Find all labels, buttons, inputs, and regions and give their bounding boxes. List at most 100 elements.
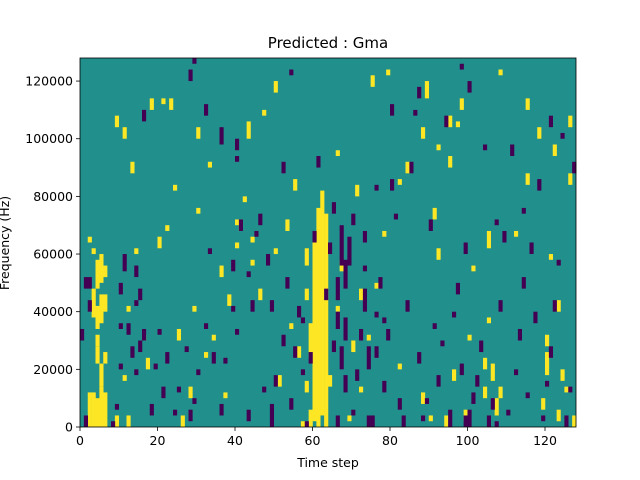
heatmap-cell-low — [386, 328, 391, 341]
heatmap-cell-low — [475, 375, 480, 387]
heatmap-cell-high — [304, 288, 309, 301]
heatmap-cell-low — [293, 346, 298, 358]
heatmap-cell-high — [541, 398, 546, 410]
heatmap-cell-high — [397, 363, 402, 370]
heatmap-cell-low — [339, 225, 344, 266]
heatmap-cell-low — [494, 421, 499, 427]
heatmap-cell-low — [231, 259, 236, 272]
heatmap-cell-low — [560, 132, 565, 139]
heatmap-cell-low — [467, 81, 472, 93]
heatmap-cell-low — [413, 109, 418, 116]
heatmap-cell-low — [281, 334, 286, 347]
heatmap-cell-high — [448, 115, 453, 128]
heatmap-cell-low — [510, 144, 515, 157]
heatmap-cell-high — [483, 386, 488, 399]
heatmap-cell-low — [138, 288, 143, 301]
heatmap-cell-low — [409, 161, 414, 174]
heatmap-cell-high — [448, 156, 453, 168]
heatmap-cell-low — [188, 69, 193, 82]
heatmap-cell-high — [386, 69, 391, 76]
heatmap-cell-low — [281, 161, 286, 174]
heatmap-cell-low — [343, 259, 348, 289]
heatmap-cell-low — [331, 202, 337, 214]
heatmap-cell-low — [548, 115, 554, 128]
heatmap-cell-low — [335, 277, 340, 301]
heatmap-cell-high — [452, 369, 457, 381]
x-axis-label: Time step — [296, 455, 359, 470]
heatmap-cell-high — [424, 81, 430, 99]
heatmap-cell-low — [405, 300, 410, 312]
heatmap-cell-low — [370, 415, 375, 427]
heatmap-cell-low — [486, 415, 492, 427]
heatmap-cell-high — [91, 392, 96, 427]
heatmap-cell-high — [370, 75, 375, 87]
heatmap-cell-low — [196, 369, 201, 376]
heatmap-cell-low — [502, 230, 507, 243]
heatmap-cell-low — [111, 421, 116, 427]
heatmap-cell-low — [335, 311, 340, 329]
heatmap-cell-high — [277, 375, 282, 387]
heatmap-cell-low — [297, 305, 302, 318]
heatmap-cell-low — [362, 265, 368, 272]
heatmap-cell-low — [165, 352, 170, 364]
heatmap-cell-low — [176, 386, 182, 393]
heatmap-cell-low — [417, 86, 422, 99]
heatmap-cell-low — [424, 398, 430, 404]
heatmap-cell-high — [207, 161, 213, 168]
heatmap-cell-high — [99, 294, 104, 324]
heatmap-cell-high — [91, 288, 96, 318]
heatmap-cell-high — [463, 409, 468, 422]
heatmap-cell-low — [134, 265, 139, 278]
heatmap-cell-high — [525, 98, 530, 110]
heatmap-cell-high — [355, 184, 360, 197]
y-tick-label: 40000 — [33, 304, 73, 319]
heatmap-cell-low — [328, 242, 333, 255]
plot-area — [79, 57, 577, 428]
heatmap-cell-high — [180, 415, 185, 427]
x-tick-label: 100 — [456, 433, 480, 448]
heatmap-cell-high — [285, 219, 290, 231]
heatmap-cell-low — [401, 415, 406, 427]
heatmap-cell-high — [95, 398, 100, 427]
heatmap-cell-high — [560, 369, 565, 381]
heatmap-cell-high — [304, 248, 309, 266]
heatmap-cell-high — [359, 288, 364, 301]
heatmap-cell-low — [83, 277, 89, 289]
heatmap-cell-high — [525, 173, 530, 185]
heatmap-cell-high — [339, 259, 344, 272]
heatmap-cell-low — [134, 300, 139, 306]
heatmap-cell-high — [87, 236, 92, 243]
heatmap-cell-high — [421, 392, 426, 404]
heatmap-cell-low — [142, 328, 147, 341]
heatmap-cell-high — [165, 225, 170, 231]
heatmap-cell-low — [374, 311, 379, 318]
x-tick-label: 40 — [227, 433, 243, 448]
heatmap-cell-high — [564, 386, 569, 393]
heatmap-cell-low — [568, 386, 573, 393]
heatmap-cell-low — [390, 179, 395, 191]
heatmap-cell-high — [235, 219, 240, 226]
heatmap-cell-high — [308, 409, 313, 427]
heatmap-cell-low — [87, 300, 92, 312]
heatmap-cell-high — [335, 150, 340, 157]
heatmap-cell-high — [176, 328, 182, 341]
heatmap-cell-high — [467, 334, 472, 341]
heatmap-cell-low — [235, 156, 240, 162]
heatmap-cell-high — [436, 248, 441, 260]
heatmap-cell-high — [556, 409, 561, 422]
heatmap-cell-high — [223, 392, 228, 399]
heatmap-cell-high — [145, 357, 151, 370]
heatmap-cell-high — [173, 184, 178, 191]
y-tick-label: 60000 — [33, 247, 73, 262]
heatmap-cell-low — [204, 104, 209, 116]
heatmap-cell-low — [219, 127, 224, 145]
heatmap-cell-low — [366, 415, 371, 427]
heatmap-cell-high — [103, 392, 108, 427]
y-tick-label: 20000 — [33, 362, 73, 377]
heatmap-cell-low — [517, 328, 523, 341]
heatmap-cell-low — [459, 63, 464, 70]
heatmap-cell-high — [382, 230, 387, 237]
heatmap-cell-low — [483, 144, 488, 151]
heatmap-cell-high — [359, 386, 364, 393]
heatmap-cell-high — [95, 305, 100, 329]
